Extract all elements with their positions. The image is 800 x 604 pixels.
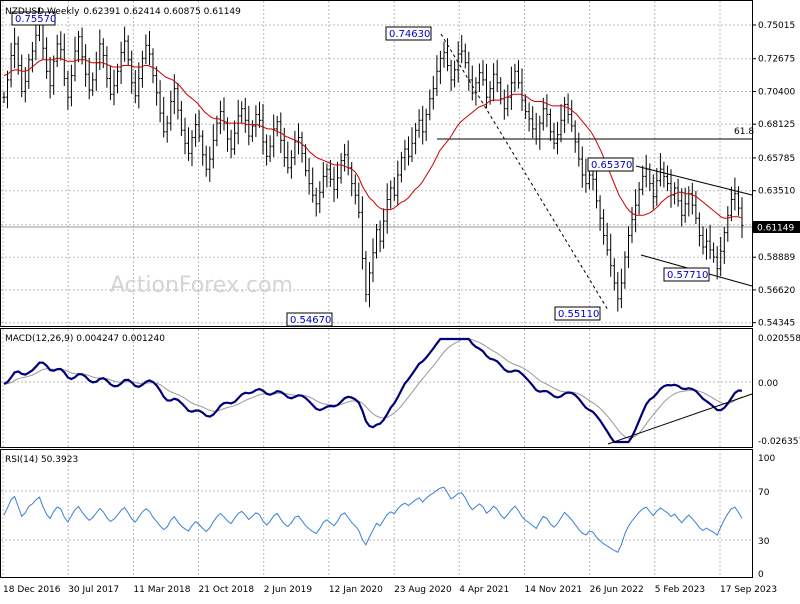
price-tick-label: 0.63510 <box>758 187 795 197</box>
current-price-value: 0.61149 <box>757 224 794 234</box>
date-tick-label: 23 Aug 2020 <box>394 585 452 595</box>
date-tick-label: 12 Jan 2020 <box>329 585 383 595</box>
date-tick-label: 2 Jun 2019 <box>264 585 313 595</box>
date-tick-label: 21 Oct 2018 <box>199 585 255 595</box>
svg-text:0.55110: 0.55110 <box>558 309 599 320</box>
date-tick-label: 18 Dec 2016 <box>3 585 61 595</box>
callout-low-2022: 0.55110 <box>555 307 600 320</box>
date-tick-label: 5 Feb 2023 <box>655 585 705 595</box>
macd-tick-top: 0.020558 <box>758 334 800 344</box>
svg-text:0.65370: 0.65370 <box>591 160 632 171</box>
svg-text:0.74630: 0.74630 <box>389 29 430 40</box>
svg-text:0.54670: 0.54670 <box>290 315 331 326</box>
date-tick-label: 17 Sep 2023 <box>720 585 777 595</box>
rsi-tick-100: 100 <box>758 454 775 464</box>
callout-low-2020: 0.54670 <box>287 313 332 326</box>
price-tick-label: 0.54345 <box>758 319 795 329</box>
macd-tick-zero: 0.00 <box>758 379 778 389</box>
price-tick-label: 0.70400 <box>758 88 795 98</box>
rsi-tick-70: 70 <box>758 488 770 498</box>
price-tick-label: 0.72675 <box>758 55 795 65</box>
price-tick-label: 0.58889 <box>758 253 795 263</box>
callout-high-2021: 0.74630 <box>386 27 431 40</box>
price-tick-label: 0.56620 <box>758 286 795 296</box>
date-tick-label: 11 Mar 2018 <box>133 585 190 595</box>
fib-618-label: 61.8 <box>734 127 754 137</box>
price-tick-label: 0.65785 <box>758 154 795 164</box>
date-tick-label: 14 Nov 2021 <box>525 585 583 595</box>
rsi-tick-0: 0 <box>758 570 764 580</box>
callout-low-2023: 0.57710 <box>664 268 709 281</box>
date-tick-label: 26 Jun 2022 <box>590 585 644 595</box>
date-tick-label: 4 Apr 2021 <box>459 585 509 595</box>
price-tick-label: 0.68125 <box>758 120 795 130</box>
watermark: ActionForex.com <box>110 273 293 298</box>
callout-high-2023: 0.65370 <box>588 158 633 171</box>
rsi-tick-30: 30 <box>758 537 770 547</box>
price-tick-label: 0.75015 <box>758 21 795 31</box>
date-tick-label: 30 Jul 2017 <box>68 585 119 595</box>
macd-tick-bottom: -0.026357 <box>758 437 800 447</box>
macd-label: MACD(12,26,9) 0.004247 0.001240 <box>5 334 165 344</box>
rsi-label: RSI(14) 50.3923 <box>5 455 78 465</box>
svg-text:0.57710: 0.57710 <box>667 270 708 281</box>
